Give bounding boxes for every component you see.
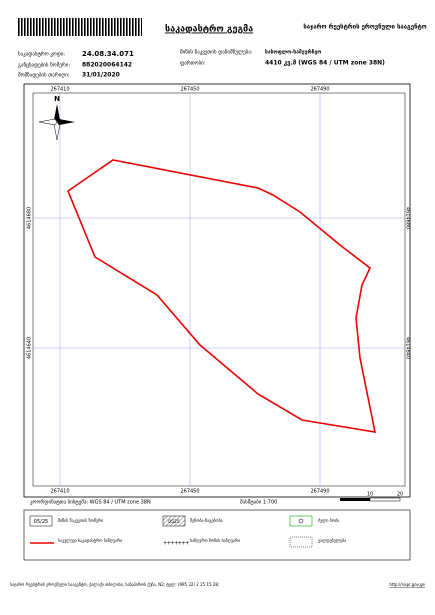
x-tick: 267410 bbox=[50, 489, 69, 495]
legend-symbol bbox=[289, 536, 313, 548]
legend-box bbox=[23, 509, 411, 561]
legend-symbol bbox=[162, 515, 186, 527]
north-label: N bbox=[54, 95, 60, 103]
legend-symbol bbox=[289, 515, 313, 527]
x-tick: 267490 bbox=[310, 489, 329, 495]
footer-url[interactable]: http://napr.gov.ge bbox=[389, 582, 425, 587]
field-value: სასოფლო-სამეურნეო bbox=[265, 49, 321, 56]
grid bbox=[33, 93, 405, 486]
x-tick: 267490 bbox=[310, 87, 329, 93]
legend-symbol bbox=[298, 518, 304, 524]
legend-label: ძელი ბოძი bbox=[318, 518, 339, 523]
title: საკადასტრო გეგმა bbox=[165, 24, 253, 35]
legend-label: საზღვრო ზონის საზღვარი bbox=[190, 538, 240, 543]
legend-label: მიწის ნაკვეთის ნომერი bbox=[58, 518, 103, 523]
legend-symbol: +++++++ bbox=[163, 541, 189, 547]
field-label: მომზადების თარიღი: bbox=[18, 72, 70, 79]
y-tick: 4614640 bbox=[27, 337, 33, 359]
parcel-boundary bbox=[67, 159, 377, 433]
legend-symbol-text: 0525 bbox=[168, 519, 180, 525]
y-tick: 4614640 bbox=[405, 337, 411, 359]
y-tick: 4614680 bbox=[27, 207, 33, 229]
legend-label: შენობა-ნაგებობა bbox=[190, 518, 223, 523]
north-arrow bbox=[38, 104, 75, 141]
field-label: განცხადების ნომერი: bbox=[18, 62, 70, 69]
field-label: ფართობი: bbox=[180, 60, 206, 67]
field-label: მიწის ნაკვეთის დანიშნულება: bbox=[180, 49, 253, 56]
scale: მასშტაბი 1:700 bbox=[240, 499, 277, 506]
x-tick: 267450 bbox=[180, 489, 199, 495]
scale-bar-label: 20 bbox=[397, 492, 403, 498]
field-value: 882020064142 bbox=[82, 62, 132, 69]
barcode bbox=[18, 18, 142, 36]
field-value: 4410 კვ.მ (WGS 84 / UTM zone 38N) bbox=[265, 60, 385, 67]
agency: საჯარო რეესტრის ეროვნული სააგენტო bbox=[303, 24, 426, 31]
legend-symbol-text: 05/25 bbox=[34, 519, 48, 525]
legend-symbol bbox=[29, 515, 53, 527]
legend-label: ვალდებულება bbox=[318, 538, 346, 543]
scale-bar-label: 10 bbox=[367, 492, 373, 498]
scale-bar bbox=[340, 497, 401, 502]
legend-label: საკვლევი საკადასტრო საზღვარი bbox=[58, 538, 122, 543]
field-label: საკადასტრო კოდი: bbox=[18, 51, 65, 58]
x-tick: 267450 bbox=[180, 87, 199, 93]
field-value: 24.08.34.071 bbox=[82, 50, 134, 58]
map-frame bbox=[23, 83, 411, 498]
x-tick: 267410 bbox=[50, 87, 69, 93]
footer-address: საჯარო რეესტრის ეროვნული სააგენტო, ქალაქ… bbox=[10, 582, 219, 587]
field-value: 31/01/2020 bbox=[82, 72, 120, 79]
map-inner bbox=[32, 92, 406, 487]
crs: კოორდინატთა სისტემა: WGS 84 / UTM zone 3… bbox=[30, 499, 151, 506]
y-tick: 4614680 bbox=[405, 207, 411, 229]
